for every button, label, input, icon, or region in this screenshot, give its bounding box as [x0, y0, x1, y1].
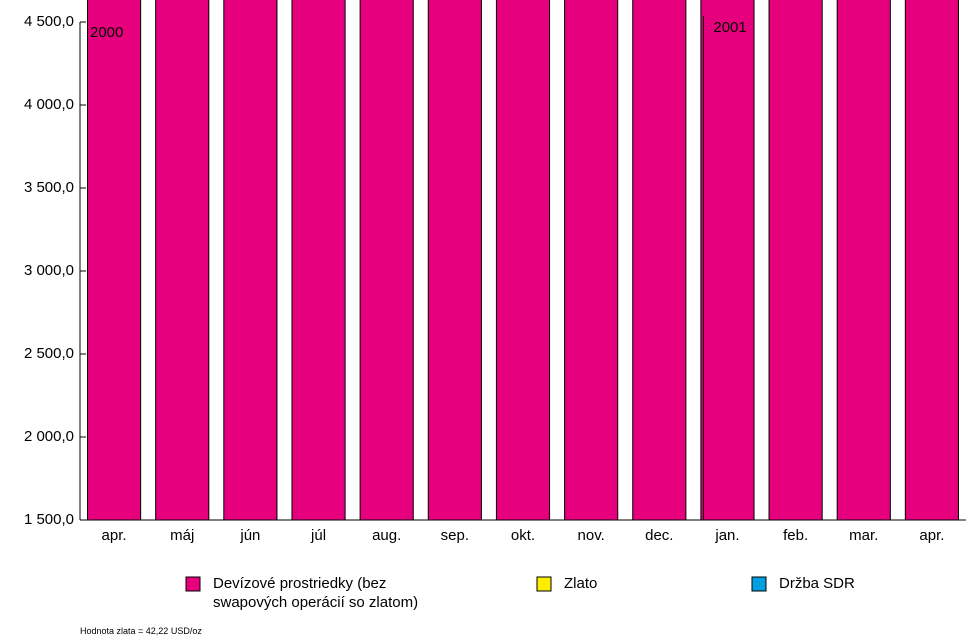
x-tick-label: apr. [919, 527, 944, 544]
legend-label: Devízové prostriedky (bez swapových oper… [213, 575, 419, 611]
bar-segment [427, 0, 482, 521]
y-tick-label: 2 000,0 [24, 428, 74, 445]
bar-segment [564, 0, 619, 521]
y-tick-label: 4 500,0 [24, 13, 74, 30]
bar-segment [632, 0, 687, 521]
x-tick-label: jan. [714, 527, 739, 544]
y-tick-label: 3 500,0 [24, 179, 74, 196]
bar-segment [223, 0, 278, 521]
y-tick-label: 4 000,0 [24, 96, 74, 113]
x-tick-label: sep. [441, 527, 469, 544]
x-tick-label: máj [170, 527, 194, 544]
annotation: 2001 [713, 19, 746, 36]
x-tick-label: jún [239, 527, 260, 544]
legend-swatch [536, 576, 552, 592]
legend-swatch [185, 576, 201, 592]
x-tick-label: apr. [102, 527, 127, 544]
bar-segment [700, 0, 755, 521]
x-tick-label: mar. [849, 527, 878, 544]
legend-label: Zlato [564, 575, 598, 592]
annotation: 2000 [90, 24, 123, 41]
bar-segment [836, 0, 891, 521]
x-tick-label: júl [310, 527, 326, 544]
y-tick-label: 1 500,0 [24, 511, 74, 528]
footnote: Hodnota zlata = 42,22 USD/oz [80, 626, 202, 636]
x-tick-label: nov. [578, 527, 605, 544]
legend-swatch [751, 576, 767, 592]
y-tick-label: 2 500,0 [24, 345, 74, 362]
legend-label: Držba SDR [779, 575, 855, 592]
y-tick-label: 3 000,0 [24, 262, 74, 279]
bar-segment [768, 0, 823, 521]
bar-segment [359, 0, 414, 521]
bar-segment [291, 0, 346, 521]
bar-segment [155, 0, 210, 521]
bar-segment [86, 0, 142, 521]
x-tick-label: okt. [511, 527, 535, 544]
bar-segment [495, 0, 551, 521]
x-tick-label: feb. [783, 527, 808, 544]
x-tick-label: dec. [645, 527, 673, 544]
bar-segment [904, 0, 960, 521]
x-tick-label: aug. [372, 527, 401, 544]
